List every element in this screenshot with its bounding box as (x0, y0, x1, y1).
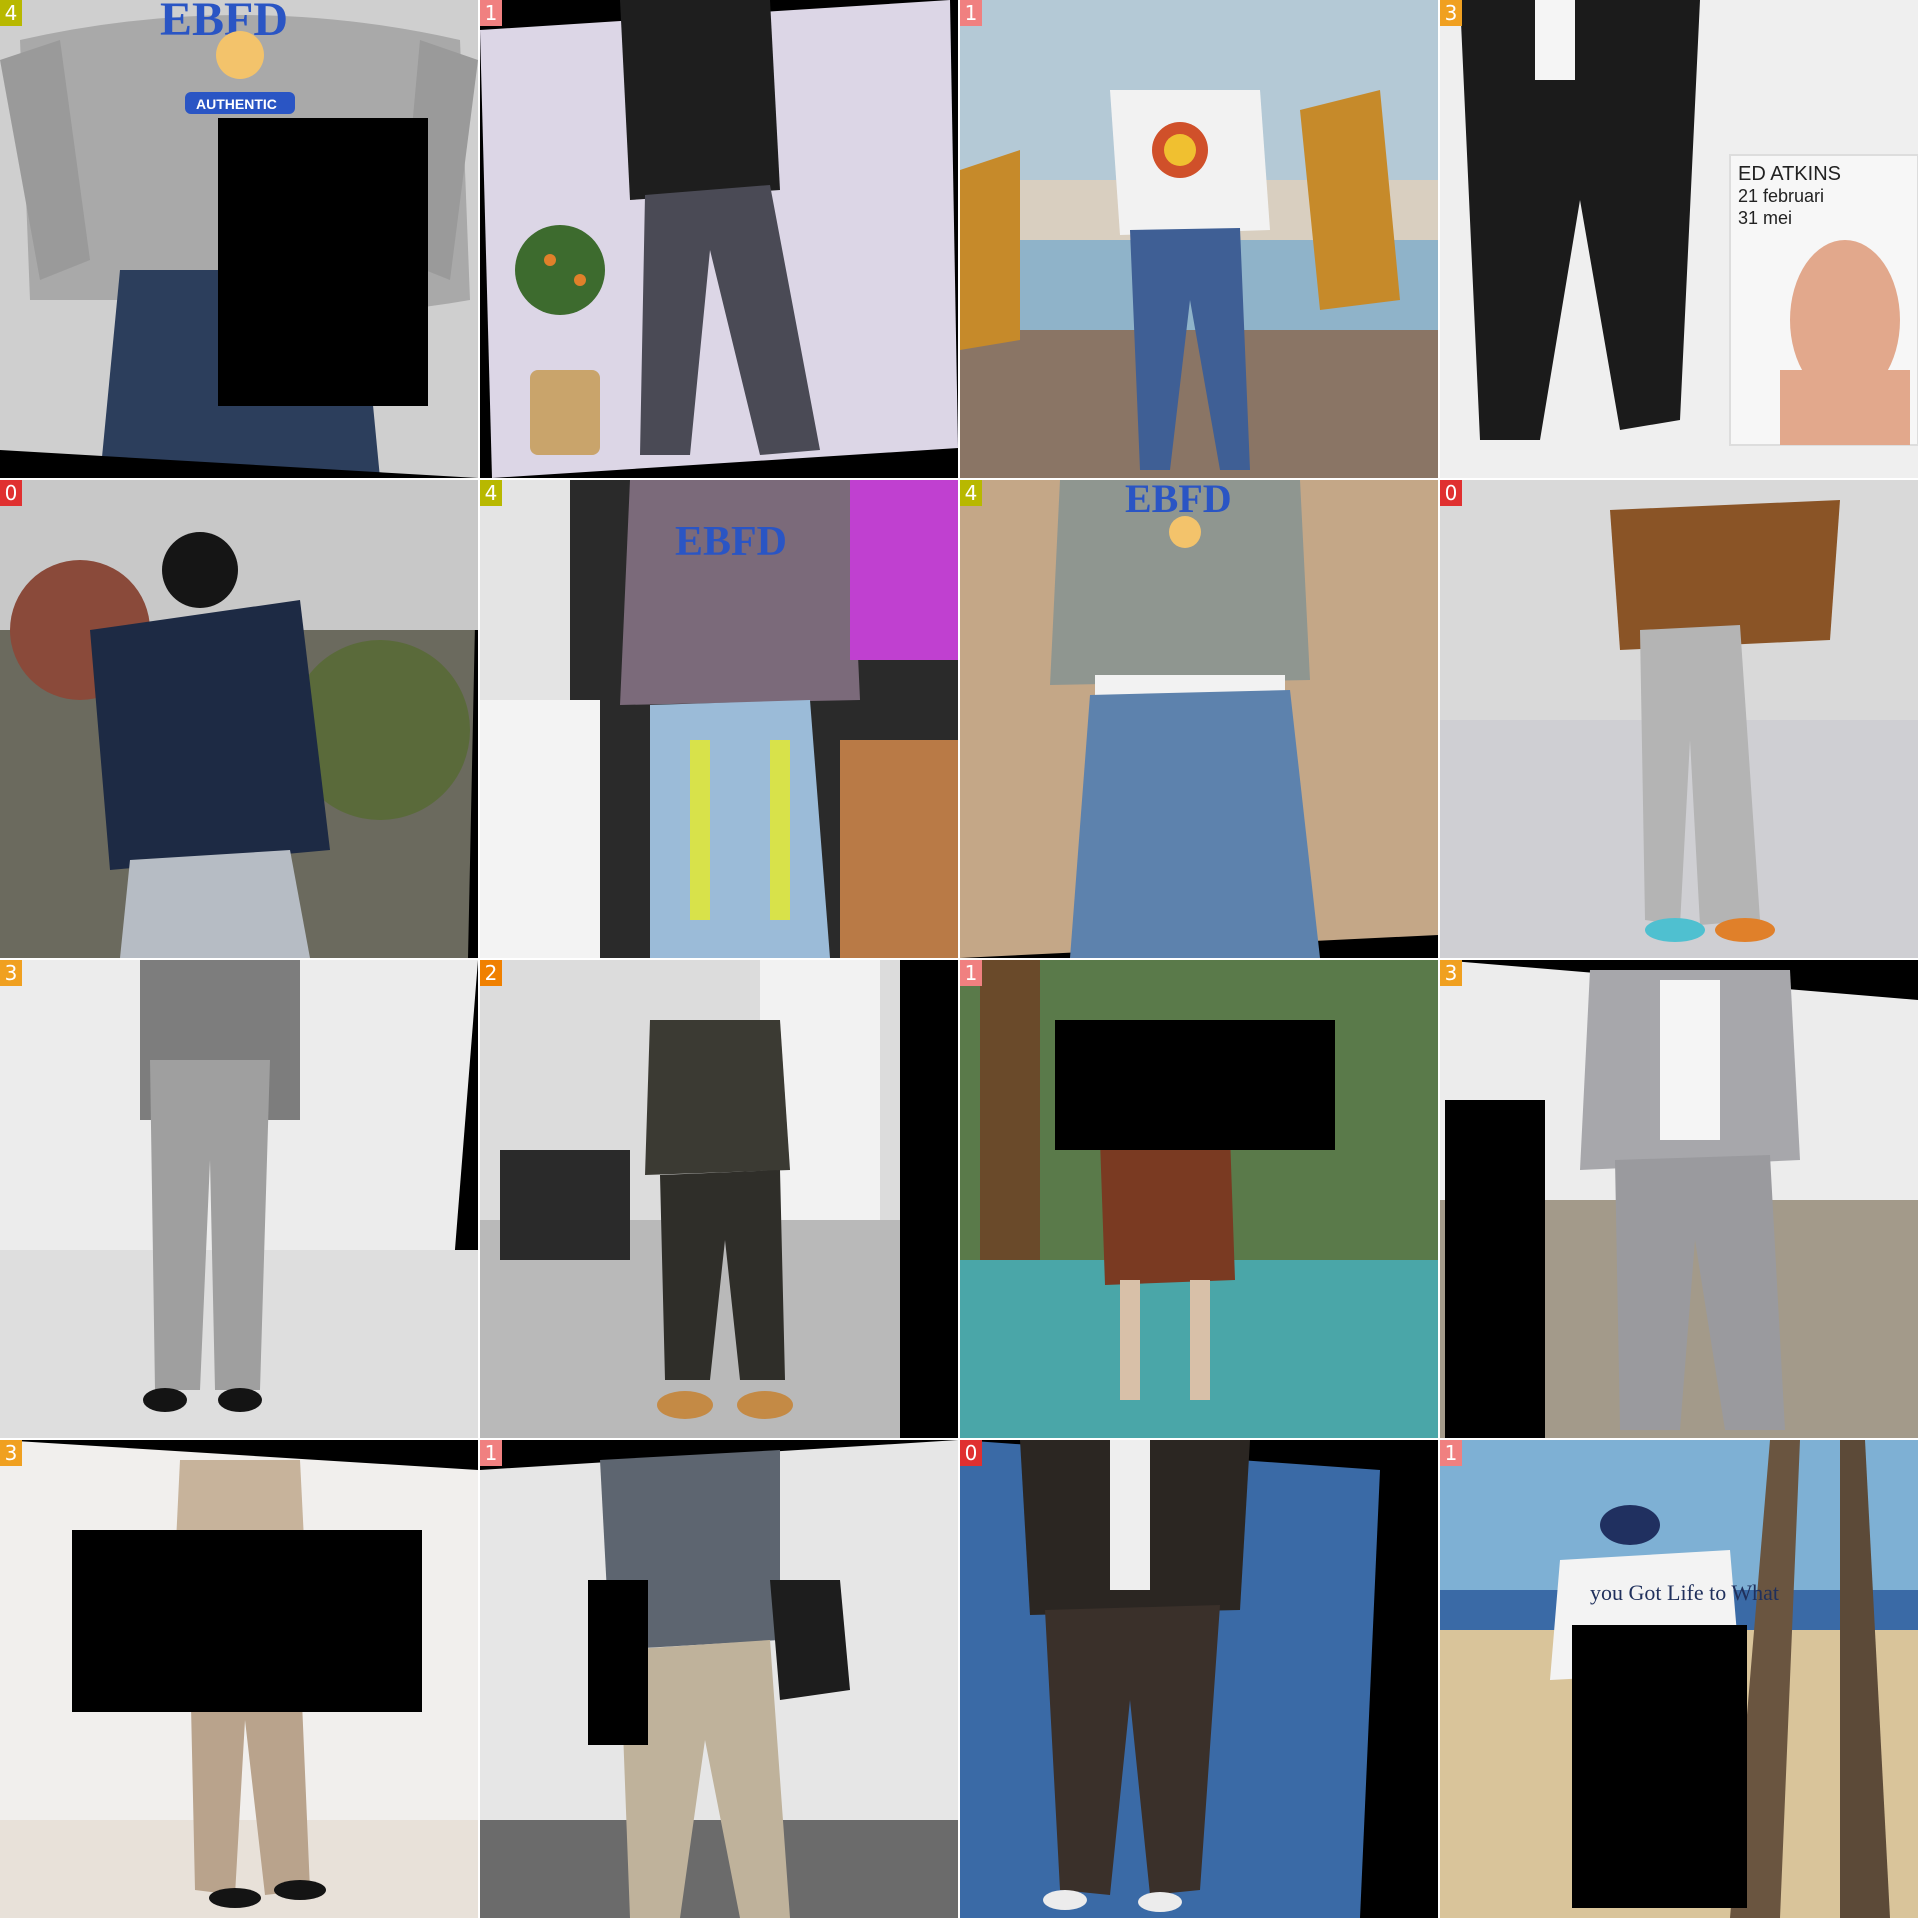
tile-label: 3 (0, 960, 22, 986)
grid-tile-7: EBFD 4 (960, 480, 1438, 958)
tile-label: 1 (960, 960, 982, 986)
grid-tile-5: 0 (0, 480, 478, 958)
photo-sweatshirt-wide-jeans: EBFD (960, 480, 1438, 958)
tile-label: 0 (0, 480, 22, 506)
photo-beach-palm: you Got Life to What (1440, 1440, 1918, 1918)
redaction-box (588, 1580, 648, 1745)
grid-tile-15: 0 (960, 1440, 1438, 1918)
photo-navy-puffer (0, 480, 478, 958)
photo-tee-wide-trousers (480, 1440, 958, 1918)
tile-label: 3 (1440, 0, 1462, 26)
redaction-box (1572, 1625, 1747, 1908)
redaction-box (1445, 1100, 1545, 1438)
grid-tile-12: 3 (1440, 960, 1918, 1438)
photo-beige-suit (0, 1440, 478, 1918)
grid-tile-3: 1 (960, 0, 1438, 478)
poster-line1: 21 februari (1738, 186, 1824, 206)
photo-hoodie-joggers (480, 960, 958, 1438)
shirt-text: you Got Life to What (1590, 1580, 1779, 1605)
tile-label: 1 (1440, 1440, 1462, 1466)
photo-grey-suit (0, 960, 478, 1438)
photo-light-grey-blazer (1440, 960, 1918, 1438)
photo-dark-jacket-water (960, 1440, 1438, 1918)
tile-label: 1 (480, 0, 502, 26)
grid-tile-10: 2 (480, 960, 958, 1438)
grid-tile-9: 3 (0, 960, 478, 1438)
tile-label: 0 (1440, 480, 1462, 506)
grid-tile-4: ED ATKINS 21 februari 31 mei 3 (1440, 0, 1918, 478)
print-text: EBFD (1125, 480, 1232, 521)
photo-sweatshirt-jeans: EBFD AUTHENTIC (0, 0, 478, 478)
tile-label: 4 (480, 480, 502, 506)
tile-label: 3 (0, 1440, 22, 1466)
tile-label: 1 (480, 1440, 502, 1466)
photo-distorted-sweatshirt: EBFD (480, 480, 958, 958)
grid-tile-1: EBFD AUTHENTIC 4 (0, 0, 478, 478)
poster-line2: 31 mei (1738, 208, 1792, 228)
redaction-box (1055, 1020, 1335, 1150)
photo-cargo-trousers (480, 0, 958, 478)
tile-label: 4 (960, 480, 982, 506)
redaction-box (218, 118, 428, 406)
grid-tile-8: 0 (1440, 480, 1918, 958)
photo-brown-puffer (1440, 480, 1918, 958)
grid-tile-6: EBFD 4 (480, 480, 958, 958)
photo-distorted-shorts (960, 960, 1438, 1438)
grid-tile-13: 3 (0, 1440, 478, 1918)
tile-label: 4 (0, 0, 22, 26)
photo-seaside-boardwalk (960, 0, 1438, 478)
poster-title: ED ATKINS (1738, 163, 1841, 185)
grid-tile-2: 1 (480, 0, 958, 478)
print-text: EBFD (675, 519, 787, 565)
photo-black-suit-poster: ED ATKINS 21 februari 31 mei (1440, 0, 1918, 478)
grid-tile-11: 1 (960, 960, 1438, 1438)
print-subtext: AUTHENTIC (196, 96, 277, 112)
grid-tile-14: 1 (480, 1440, 958, 1918)
tile-label: 0 (960, 1440, 982, 1466)
tile-label: 3 (1440, 960, 1462, 986)
redaction-box (72, 1530, 422, 1712)
tile-label: 1 (960, 0, 982, 26)
tile-label: 2 (480, 960, 502, 986)
grid-tile-16: you Got Life to What 1 (1440, 1440, 1918, 1918)
